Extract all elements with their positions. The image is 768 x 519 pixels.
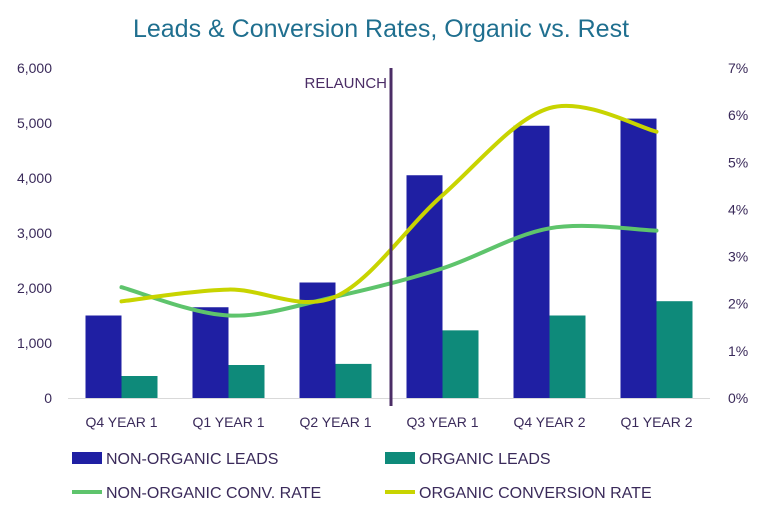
y-right-tick-label: 1% bbox=[728, 343, 748, 359]
legend-label: ORGANIC CONVERSION RATE bbox=[419, 485, 652, 502]
y-left-tick-label: 0 bbox=[44, 390, 52, 406]
relaunch-label: RELAUNCH bbox=[304, 75, 387, 92]
y-left-tick-label: 2,000 bbox=[17, 280, 52, 296]
series-line bbox=[119, 103, 659, 305]
y-left-tick-label: 6,000 bbox=[17, 60, 52, 76]
x-tick-label: Q1 YEAR 1 bbox=[192, 414, 264, 430]
x-tick-label: Q1 YEAR 2 bbox=[620, 414, 692, 430]
x-tick-label: Q2 YEAR 1 bbox=[299, 414, 371, 430]
legend: NON-ORGANIC LEADS ORGANIC LEADS NON-ORGANI… bbox=[72, 451, 652, 502]
chart-title: Leads & Conversion Rates, Organic vs. Re… bbox=[133, 15, 629, 43]
y-right-tick-label: 4% bbox=[728, 201, 748, 217]
bar bbox=[85, 315, 122, 398]
y-left-tick-label: 4,000 bbox=[17, 170, 52, 186]
bar bbox=[228, 365, 265, 398]
bar bbox=[406, 175, 443, 398]
y-left-tick-label: 3,000 bbox=[17, 225, 52, 241]
y-right-tick-label: 2% bbox=[728, 296, 748, 312]
series-lines bbox=[119, 103, 659, 318]
bar bbox=[549, 315, 586, 398]
legend-label: NON-ORGANIC LEADS bbox=[106, 451, 278, 468]
y-left-tick-label: 1,000 bbox=[17, 335, 52, 351]
legend-swatch bbox=[385, 452, 415, 464]
bar bbox=[656, 301, 693, 398]
bar bbox=[192, 307, 229, 398]
bar bbox=[620, 118, 657, 398]
legend-label: NON-ORGANIC CONV. RATE bbox=[106, 485, 321, 502]
bar bbox=[513, 125, 550, 398]
x-tick-label: Q3 YEAR 1 bbox=[406, 414, 478, 430]
x-tick-label: Q4 YEAR 2 bbox=[513, 414, 585, 430]
annotation: RELAUNCH bbox=[304, 68, 393, 406]
axes: 0 1,000 2,000 3,000 4,000 5,000 6,000 0% 1% 2% 3% 4… bbox=[17, 60, 748, 430]
y-left-tick-label: 5,000 bbox=[17, 115, 52, 131]
y-right-tick-label: 6% bbox=[728, 107, 748, 123]
series-line bbox=[119, 223, 659, 318]
legend-label: ORGANIC LEADS bbox=[419, 451, 551, 468]
x-tick-label: Q4 YEAR 1 bbox=[85, 414, 157, 430]
bar bbox=[121, 376, 158, 398]
y-right-tick-label: 7% bbox=[728, 60, 748, 76]
bar bbox=[442, 330, 479, 398]
y-right-tick-label: 3% bbox=[728, 249, 748, 265]
bar bbox=[335, 363, 372, 398]
y-right-tick-label: 5% bbox=[728, 154, 748, 170]
legend-swatch bbox=[72, 452, 102, 464]
bars bbox=[85, 118, 693, 398]
y-right-tick-label: 0% bbox=[728, 390, 748, 406]
